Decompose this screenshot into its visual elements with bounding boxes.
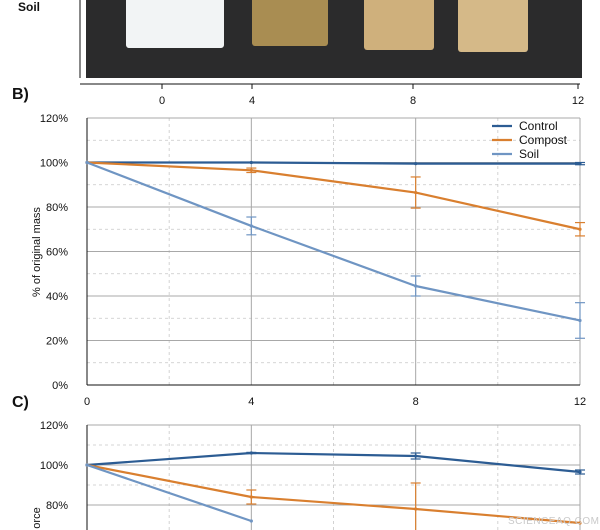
legend-label-soil: Soil xyxy=(519,147,539,161)
panel-label-b: B) xyxy=(12,86,29,103)
panel-c-y-tick-label: 120% xyxy=(40,420,68,432)
panel-b-y-tick-label: 80% xyxy=(46,202,68,214)
panel-c-series-soil-point xyxy=(249,519,253,523)
panel-c-series-soil-line xyxy=(86,463,252,523)
panel-c-y-axis-title: orce xyxy=(31,507,43,528)
panel-b-y-tick-label: 20% xyxy=(46,336,68,348)
panel-c-plot-area xyxy=(87,425,580,530)
panel-b-series-compost-line xyxy=(86,161,581,231)
panel-b-x-tick-label: 12 xyxy=(574,396,586,408)
sample-block-week-12 xyxy=(458,0,528,52)
panel-b-y-tick-label: 0% xyxy=(52,380,68,392)
sample-block-week-8 xyxy=(364,0,434,50)
panel-b-series-control-line xyxy=(87,161,580,165)
panel-b-y-tick-label: 100% xyxy=(40,158,68,170)
panel-c-series-soil-point xyxy=(85,463,89,467)
panel-b-chart: 0% 20% 40% 60% 80% 100% 120% 0 4 8 12 % of original… xyxy=(31,113,586,408)
panel-b-x-tick-label: 8 xyxy=(413,396,419,408)
panel-c-chart: 80% 100% 120% orce xyxy=(31,420,585,530)
panel-a-tick-label-8: 8 xyxy=(410,95,416,107)
panel-label-c: C) xyxy=(12,394,29,411)
watermark: SCIENCEAQ.COM xyxy=(508,516,600,527)
panel-a-tick-label-12: 12 xyxy=(572,95,584,107)
sample-block-week-0 xyxy=(126,0,224,48)
panel-c-series-compost-line xyxy=(86,463,581,525)
panel-a-tick-label-0: 0 xyxy=(159,95,165,107)
panel-b-y-axis-title: % of original mass xyxy=(31,207,43,297)
panel-b-y-tick-label: 40% xyxy=(46,291,68,303)
panel-b-x-tick-label: 4 xyxy=(248,396,254,408)
panel-b-series-control-point xyxy=(414,162,418,166)
panel-c-series-control-line xyxy=(86,451,581,474)
sample-block-week-4 xyxy=(252,0,328,46)
panel-b-series-control-point xyxy=(249,160,253,165)
panel-b-x-tick-label: 0 xyxy=(84,396,90,408)
panel-a-tick-label-4: 4 xyxy=(249,95,255,107)
sample-photo-strip xyxy=(86,0,582,78)
panel-c-y-tick-label: 100% xyxy=(40,460,68,472)
panel-b-y-tick-label: 120% xyxy=(40,113,68,125)
panel-a-axis: 0 4 8 12 xyxy=(79,0,584,107)
panel-b-y-tick-label: 60% xyxy=(46,247,68,259)
legend-label-compost: Compost xyxy=(519,133,568,147)
panel-b-series-soil-point xyxy=(85,160,89,165)
legend-label-control: Control xyxy=(519,119,558,133)
panel-b-series-soil-line xyxy=(86,161,581,322)
row-label-soil: Soil xyxy=(18,0,41,14)
panel-c-y-tick-label: 80% xyxy=(46,500,68,512)
panel-c-series-compost-point xyxy=(578,521,582,525)
